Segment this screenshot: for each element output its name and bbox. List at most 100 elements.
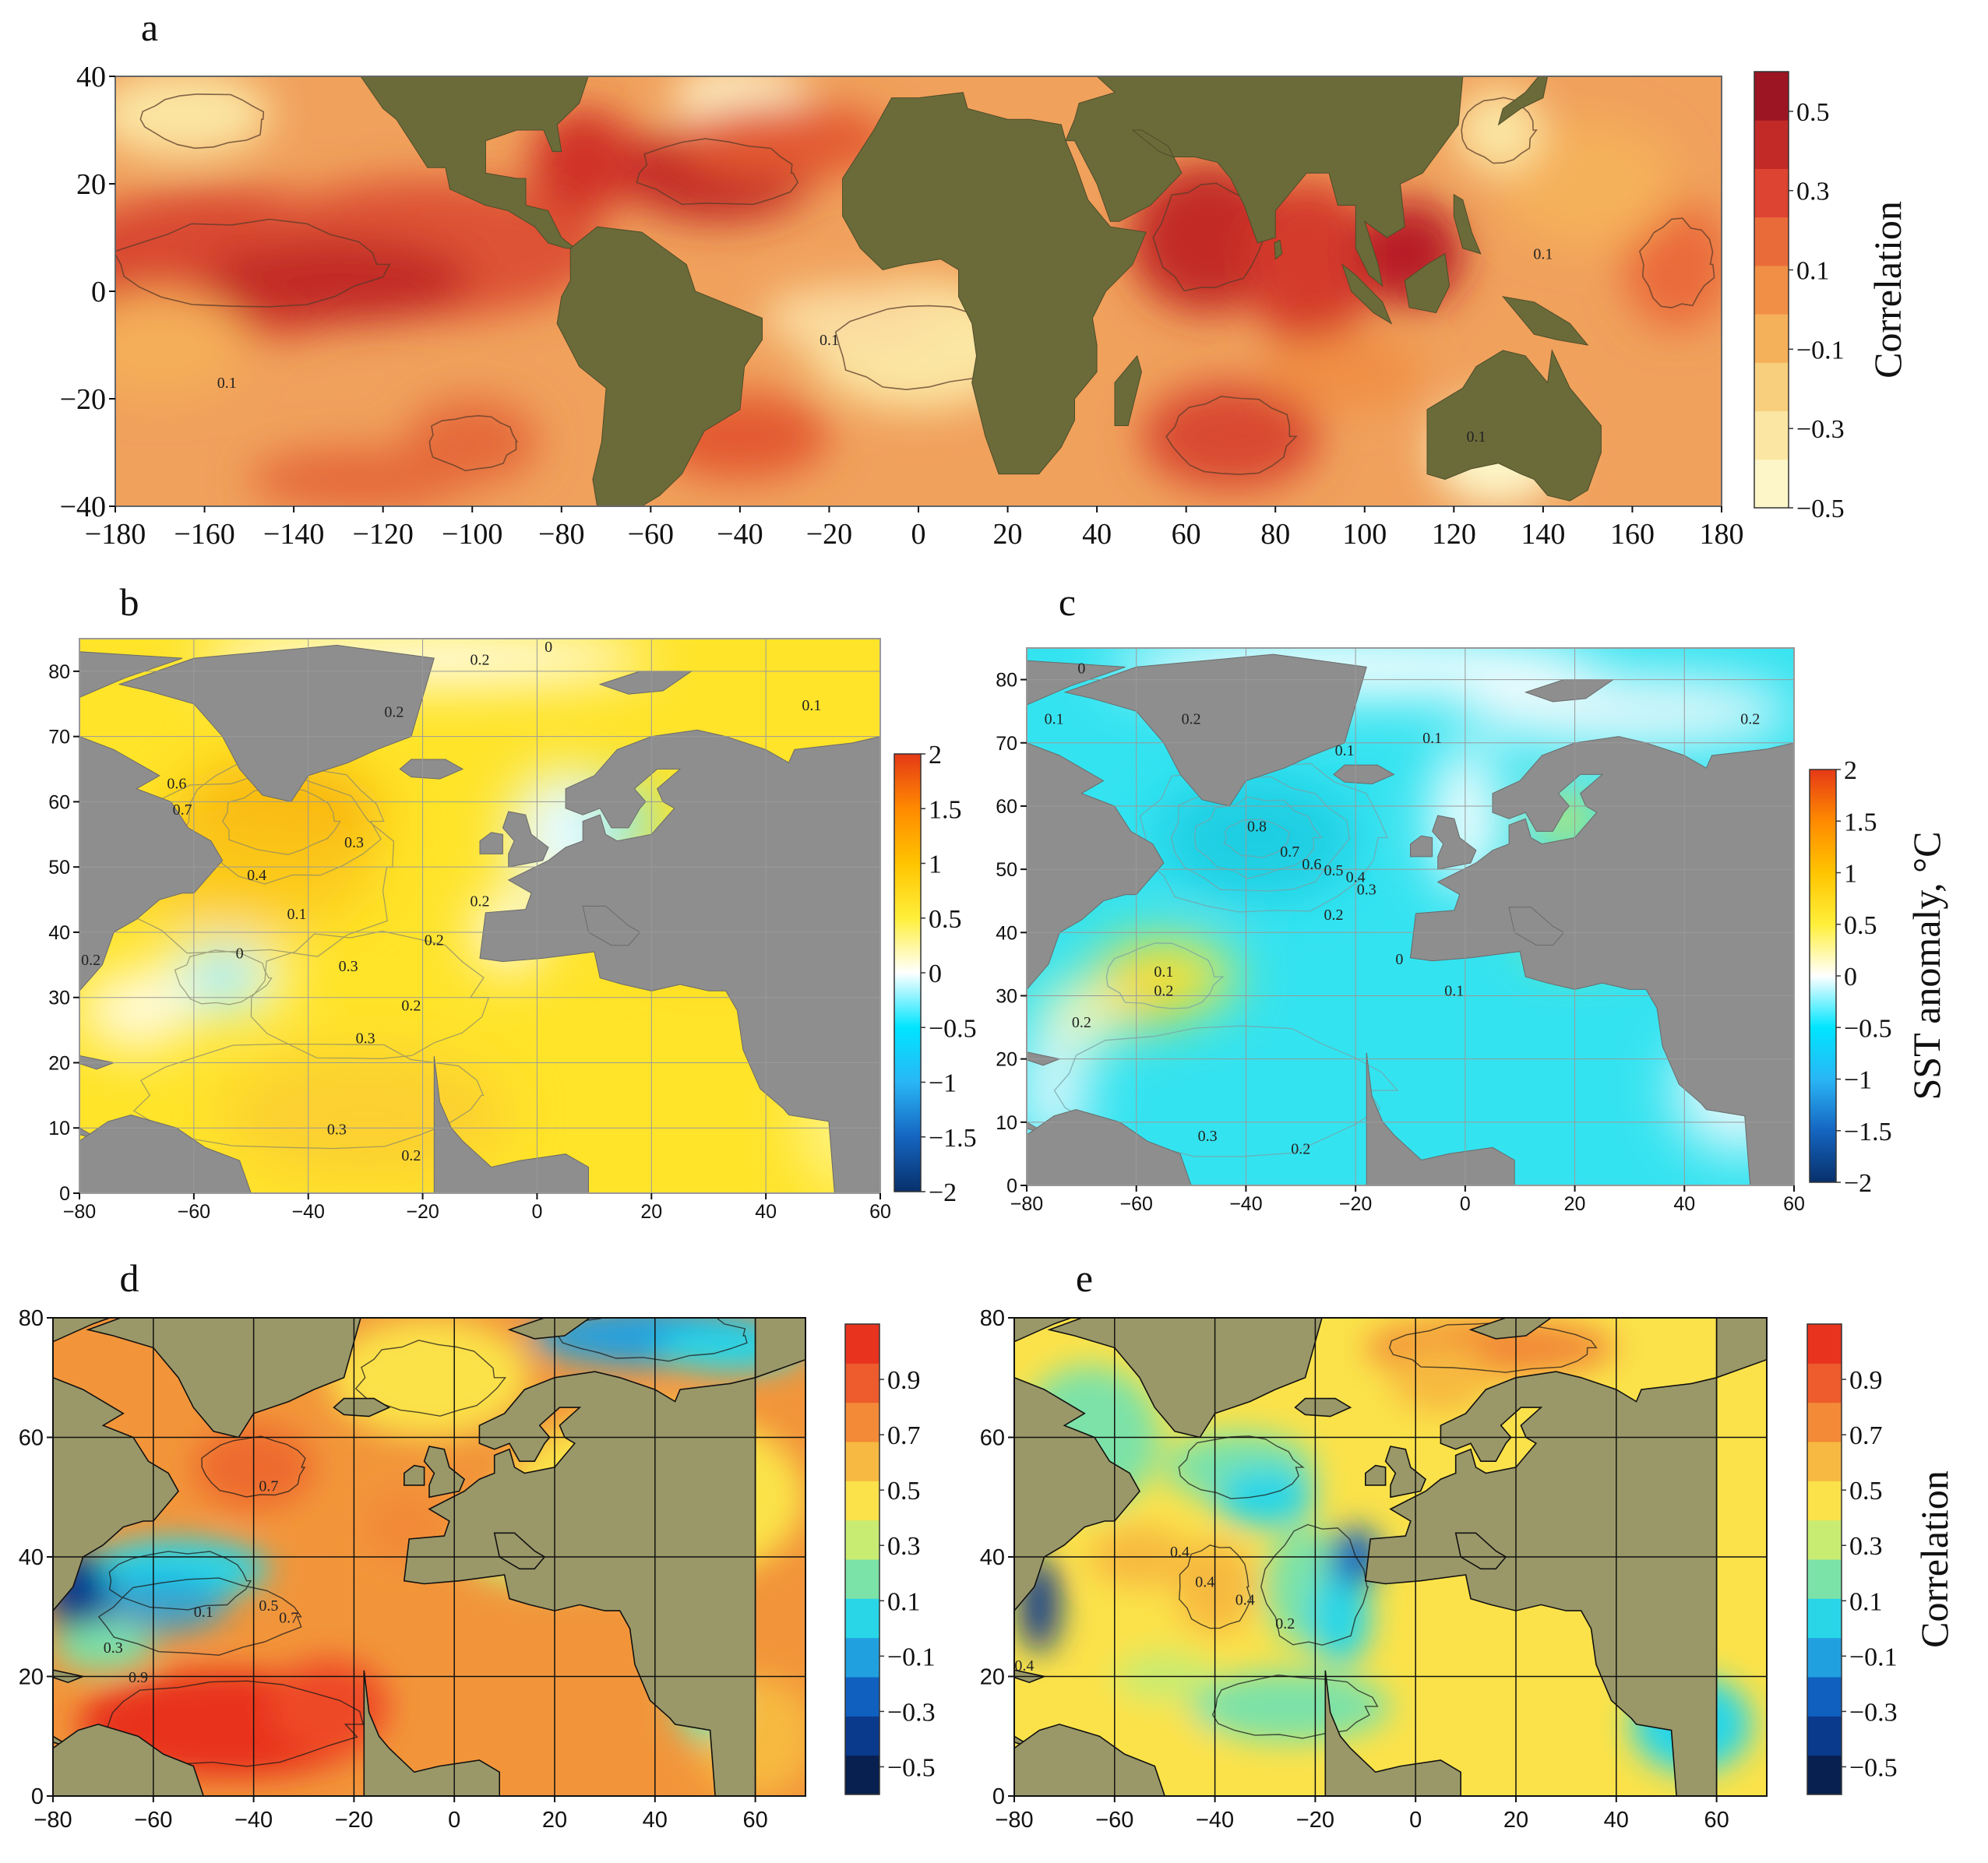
- contour-line-a: [1639, 217, 1715, 308]
- x-tick-label-e: −80: [995, 1808, 1033, 1833]
- x-tick-label-c: −80: [1010, 1193, 1043, 1215]
- colorbar-swatch-d: [845, 1677, 879, 1717]
- contour-label-b: 0: [545, 639, 552, 656]
- colorbar-tick-label-c: 0: [1844, 963, 1857, 991]
- field-blob-a: [1498, 119, 1677, 248]
- contour-label-b: 0.2: [81, 952, 100, 969]
- colorbar-gradient-b: [894, 754, 921, 1192]
- colorbar-tick-label-d: 0.5: [887, 1477, 921, 1506]
- colorbar-swatch-d: [845, 1755, 879, 1795]
- land-a-0: [360, 76, 589, 249]
- field-blob-a: [115, 291, 249, 399]
- colorbar-swatch-e: [1807, 1755, 1842, 1795]
- colorbar-tick-label-b: 0.5: [929, 905, 962, 934]
- y-tick-label-d: 40: [19, 1545, 44, 1570]
- y-tick-label-b: 0: [59, 1183, 70, 1205]
- panel-letter-c: c: [1059, 580, 1076, 624]
- contour-label-c: 0.1: [1422, 730, 1442, 747]
- colorbar-d: 0.9 0.7 0.5 0.3 0.1 −0.1 −0.3 −0.5: [844, 1323, 936, 1795]
- panel-a: a 0.1 0.1 0.1 0.1 −180 −160 −140 −120 −100 −80 −60 −…: [60, 5, 1909, 551]
- y-tick-label-d: 80: [19, 1306, 44, 1331]
- field-blob-e: [1309, 1569, 1371, 1665]
- land-e-3: [1047, 1318, 1323, 1439]
- panel-c: c00.1 0.20.10.10.20.80.70.6 0.5 0.40.30.20.…: [996, 580, 1948, 1215]
- contour-line-b: [250, 930, 490, 1060]
- land-b-11: [582, 905, 641, 946]
- contour-label-d: 0.1: [194, 1604, 213, 1621]
- colorbar-tick-label-e: −0.3: [1849, 1698, 1898, 1727]
- y-tick-label-d: 0: [31, 1784, 44, 1809]
- contour-line-a: [1165, 396, 1299, 475]
- colorbar-tick-label-c: −2: [1844, 1169, 1872, 1198]
- field-blob-a: [204, 238, 473, 324]
- y-tick-label-c: 0: [1006, 1175, 1017, 1197]
- contour-line-a: [428, 414, 518, 472]
- colorbar-tick-label-a: −0.5: [1796, 495, 1845, 523]
- land-c-3: [1063, 653, 1367, 807]
- colorbar-swatch-d: [845, 1402, 879, 1442]
- contour-label-b: 0.2: [471, 652, 490, 669]
- contour-label-b: 0.2: [401, 997, 421, 1014]
- y-tick-label-a: −40: [60, 491, 106, 523]
- land-b-4: [399, 759, 464, 780]
- x-tick-label-c: 0: [1460, 1193, 1471, 1215]
- contour-label-e: 0.2: [1275, 1615, 1295, 1632]
- contour-lines-c: [1053, 757, 1399, 1157]
- land-c-7: [1409, 648, 1794, 1185]
- land-b: [79, 639, 880, 1193]
- land-b-10: [479, 832, 503, 854]
- colorbar-a: 0.5 0.3 0.1 −0.1 −0.3 −0.5 Correlation: [1754, 71, 1909, 523]
- gridlines-e: [1014, 1318, 1767, 1796]
- contour-label-c: 0: [1395, 951, 1403, 968]
- land-a-9: [1497, 76, 1549, 126]
- x-tick-label-a: 20: [993, 518, 1023, 551]
- y-tick-label-b: 80: [48, 661, 70, 683]
- contour-label-c: 0: [1077, 660, 1085, 677]
- colorbar-tick-label-b: 1.5: [929, 795, 962, 824]
- contour-label-c: 0.2: [1324, 907, 1344, 924]
- colorbar-swatch-e: [1807, 1598, 1842, 1639]
- y-tick-label-b: 10: [48, 1118, 70, 1139]
- colorbar-swatch-a: [1754, 410, 1789, 460]
- field-blob-a: [672, 103, 897, 179]
- contour-label-b: 0.2: [471, 893, 490, 910]
- colorbar-swatch-d: [845, 1481, 879, 1521]
- panel-letter-a: a: [141, 5, 158, 49]
- colorbar-tick-label-d: −0.5: [887, 1753, 936, 1782]
- contour-label-c: 0.7: [1280, 843, 1299, 861]
- y-tick-label-e: 40: [980, 1545, 1005, 1570]
- y-tick-label-b: 20: [48, 1052, 70, 1074]
- field-blob-d: [268, 1658, 389, 1755]
- x-tick-label-e: −60: [1095, 1808, 1133, 1833]
- x-tick-label-a: −180: [85, 518, 146, 551]
- colorbar-swatch-d: [845, 1442, 879, 1481]
- x-tick-label-a: −60: [628, 518, 674, 551]
- x-tick-label-a: −120: [352, 518, 413, 551]
- x-tick-label-a: −160: [174, 518, 234, 551]
- colorbar-c: 2 1.5 1 0.5 0 −0.5 −1 −1.5 −2 SST anomaly, °C: [1809, 756, 1948, 1198]
- contour-label-b: 0.6: [167, 776, 186, 793]
- contour-line-a: [115, 218, 391, 308]
- panel-e: e 0.4 0.4 0.4 0.2 0.4 −80 −60 −40 −20 0 20 40 60 80 60 4…: [980, 1256, 1956, 1833]
- x-tick-label-b: −40: [292, 1201, 325, 1223]
- y-tick-label-c: 10: [996, 1112, 1017, 1134]
- colorbar-swatch-a: [1754, 217, 1789, 266]
- colorbar-swatch-d: [845, 1363, 879, 1403]
- contour-line-d: [97, 1577, 302, 1656]
- y-tick-label-a: −20: [60, 383, 106, 416]
- contour-label-d: 0.7: [259, 1478, 278, 1495]
- field-blob-a: [115, 76, 272, 157]
- y-tick-label-c: 60: [996, 796, 1017, 818]
- contour-label-d: 0.9: [129, 1669, 148, 1686]
- contour-line-a: [139, 93, 265, 150]
- colorbar-tick-label-a: −0.1: [1796, 336, 1845, 364]
- contour-label-e: 0.4: [1170, 1544, 1190, 1561]
- land-e-8: [1324, 1670, 1461, 1796]
- x-tick-label-a: 140: [1521, 518, 1565, 551]
- colorbar-e: 0.9 0.7 0.5 0.3 0.1 −0.1 −0.3 −0.5 Correlation: [1806, 1323, 1956, 1795]
- field-blob-a: [1248, 178, 1374, 350]
- x-tick-label-e: 20: [1503, 1808, 1528, 1833]
- y-tick-label-c: 80: [996, 670, 1017, 692]
- x-tick-label-a: 100: [1342, 518, 1387, 551]
- colorbar-swatch-e: [1807, 1716, 1842, 1756]
